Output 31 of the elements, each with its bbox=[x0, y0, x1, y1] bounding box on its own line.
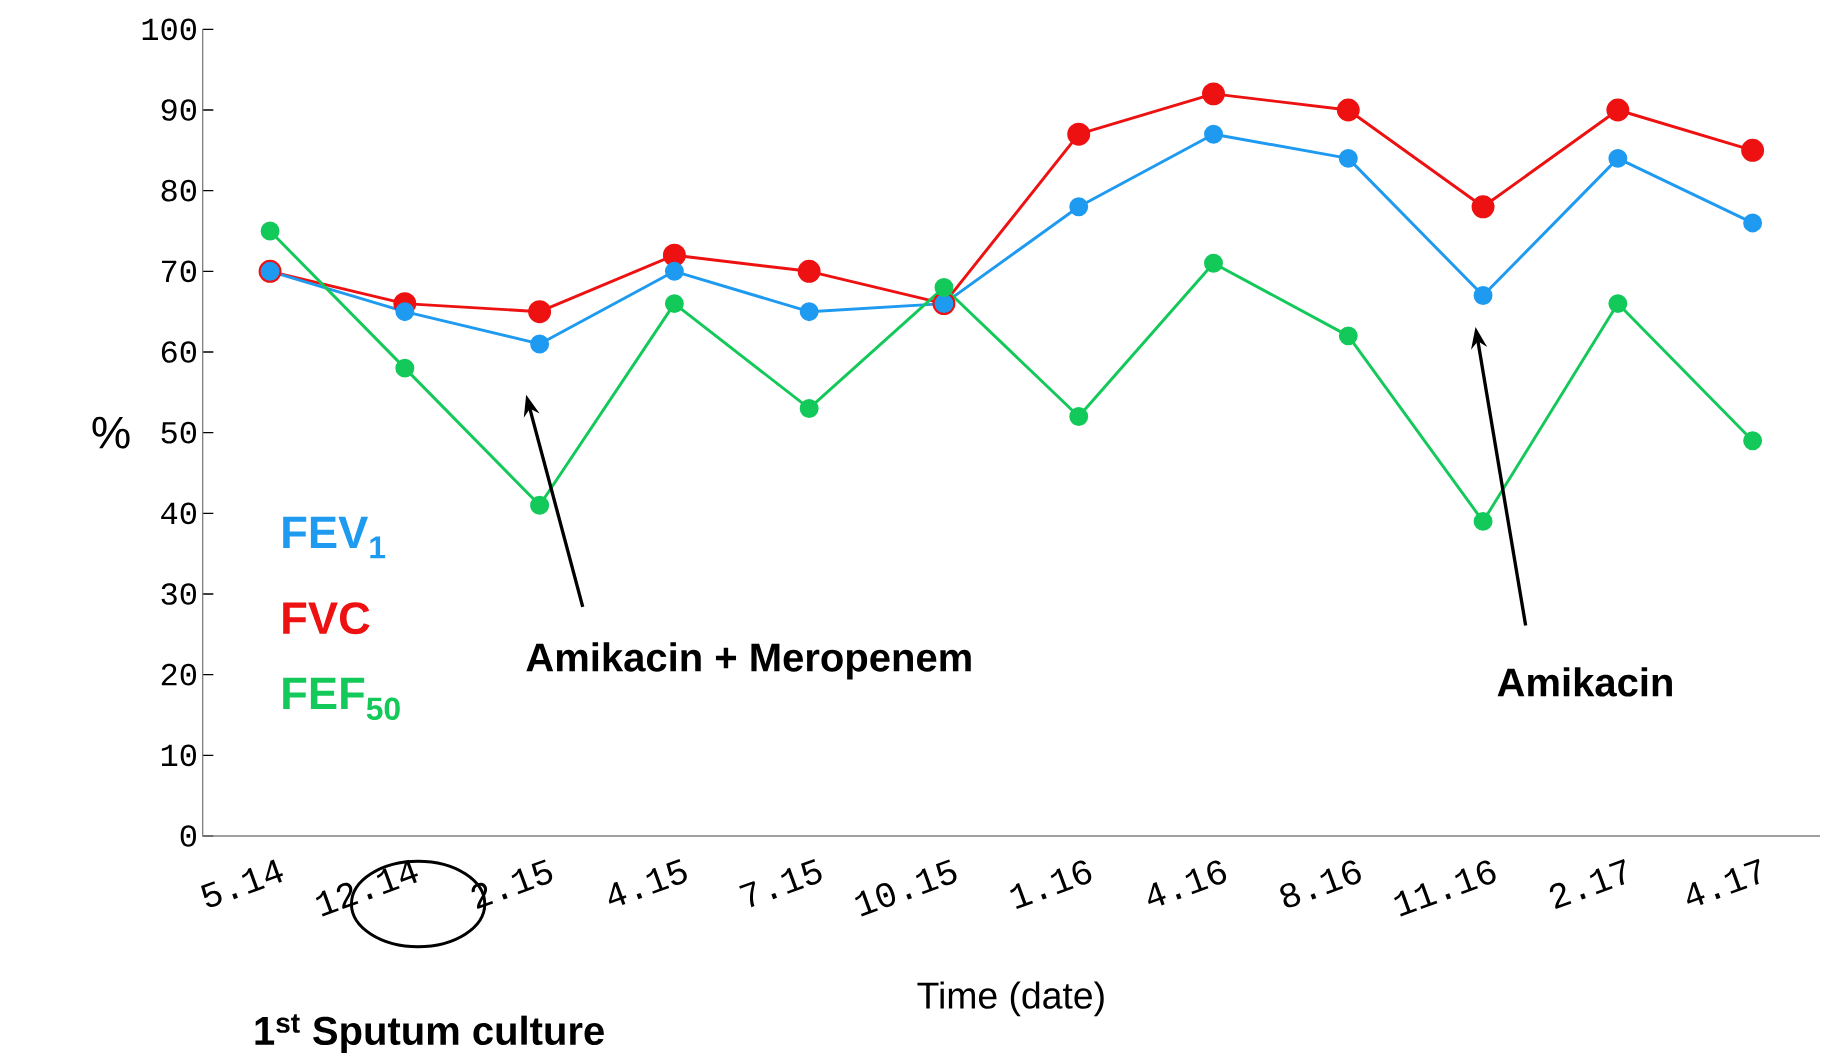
x-tick-label: 11.16 bbox=[1394, 860, 1496, 917]
x-tick-label: 4.16 bbox=[1148, 860, 1227, 906]
annotation: Amikacin + Meropenem bbox=[526, 642, 971, 680]
x-tick-label: 4.15 bbox=[608, 858, 687, 905]
x-tick-label: 8.16 bbox=[1280, 860, 1361, 908]
x-tick-label: 5.14 bbox=[201, 859, 284, 907]
x-tick-label: 4.17 bbox=[1687, 858, 1760, 905]
y-tick-label: 20 bbox=[161, 663, 196, 686]
x-tick-label: 2.17 bbox=[1549, 858, 1625, 909]
y-tick-label: 100 bbox=[142, 18, 196, 41]
y-tick-label: 90 bbox=[161, 99, 196, 121]
text: 1$^{st}$ Sputum culture bbox=[255, 1014, 604, 1053]
text: FEV$_{1}$ bbox=[283, 516, 386, 559]
x-axis-title: Time (date) bbox=[917, 981, 1104, 1017]
y-tick-label: 70 bbox=[162, 260, 196, 283]
y-tick-label: 40 bbox=[161, 502, 196, 525]
text: FEF$_{50}$ bbox=[283, 677, 400, 720]
x-tick-label: 12.14 bbox=[315, 859, 419, 917]
x-tick-label: 10.15 bbox=[854, 859, 957, 917]
y-tick-label: 30 bbox=[161, 583, 196, 605]
x-tick-label: 7.15 bbox=[739, 858, 822, 907]
x-tick-label: 2.15 bbox=[471, 859, 553, 909]
y-tick-label: 50 bbox=[161, 421, 196, 444]
y-axis-title: % bbox=[92, 416, 130, 449]
y-tick-label: 10 bbox=[161, 744, 196, 767]
y-tick-label: 0 bbox=[180, 825, 196, 847]
annotation: Amikacin bbox=[1497, 667, 1672, 697]
text: FVC bbox=[283, 601, 370, 635]
x-tick-label: 1.16 bbox=[1010, 860, 1092, 909]
y-tick-label: 80 bbox=[161, 179, 196, 202]
y-tick-label: 60 bbox=[161, 341, 196, 363]
